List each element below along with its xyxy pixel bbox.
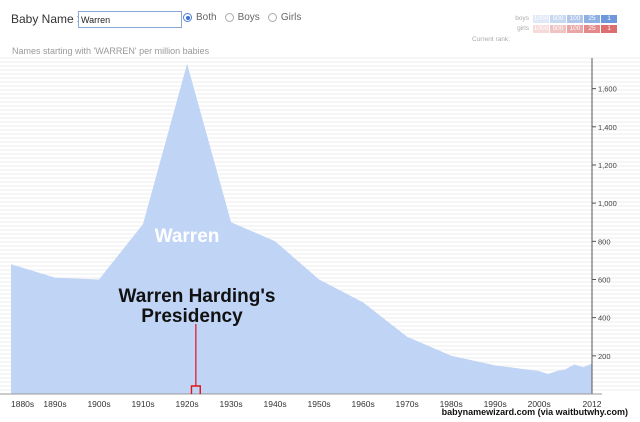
x-tick-label: 1920s [175, 399, 198, 409]
rank-cell: 25 [584, 14, 600, 23]
y-tick-label: 1,400 [598, 123, 617, 132]
gender-radio-group: Both Boys Girls [183, 12, 305, 23]
radio-boys-label[interactable]: Boys [237, 12, 260, 23]
x-tick-label: 1940s [264, 399, 287, 409]
y-tick-label: 800 [598, 237, 611, 246]
x-axis-ticks: 1880s 1890s 1900s 1910s 1920s 1930s 1940s 1950s… [11, 399, 602, 409]
x-tick-label: 1970s [396, 399, 419, 409]
x-tick-label: 1930s [219, 399, 242, 409]
x-tick-label: 1880s [11, 399, 34, 409]
event-label-line2: Presidency [141, 306, 243, 327]
y-tick-label: 200 [598, 352, 611, 361]
rank-legend: boys 1000 500 100 25 1 girls 1000 500 10… [515, 14, 617, 34]
rank-legend-girls-label: girls [517, 25, 529, 32]
x-tick-label: 1990s [484, 399, 507, 409]
rank-legend-girls: girls 1000 500 100 25 1 [515, 24, 617, 33]
rank-cell: 25 [584, 24, 600, 33]
y-tick-label: 1,200 [598, 161, 617, 170]
radio-girls[interactable] [267, 13, 277, 22]
x-tick-label: 2012 [583, 399, 602, 409]
top-bar: Baby Name > Both Boys Girls boys 1000 50… [0, 0, 640, 43]
chart-subtitle: Names starting with 'WARREN' per million… [12, 46, 210, 56]
rank-legend-boys-label: boys [515, 15, 529, 22]
rank-cell: 1000 [533, 14, 549, 23]
rank-cell: 1 [601, 24, 617, 33]
rank-cell: 500 [550, 14, 566, 23]
event-label-line1: Warren Harding's [119, 286, 276, 307]
radio-both[interactable] [183, 13, 192, 22]
series-label-warren: Warren [155, 226, 220, 247]
baby-name-label: Baby Name > [11, 12, 85, 26]
x-tick-label: 1890s [43, 399, 66, 409]
warren-area-series[interactable] [11, 63, 592, 395]
event-marker [190, 324, 201, 394]
radio-both-label[interactable]: Both [196, 12, 217, 23]
rank-legend-boys: boys 1000 500 100 25 1 [515, 14, 617, 23]
y-tick-label: 1,000 [598, 199, 617, 208]
rank-cell: 100 [567, 14, 583, 23]
y-tick-label: 600 [598, 275, 611, 284]
radio-girls-label[interactable]: Girls [280, 12, 302, 23]
rank-cell: 1000 [533, 24, 549, 33]
x-tick-label: 1900s [87, 399, 110, 409]
x-tick-label: 1950s [308, 399, 331, 409]
rank-cell: 1 [601, 14, 617, 23]
x-tick-label: 2000s [528, 399, 551, 409]
y-tick-label: 400 [598, 314, 611, 323]
baby-name-search-input[interactable] [78, 11, 182, 28]
footer-credit: babynamewizard.com (via waitbutwhy.com) [441, 407, 628, 417]
y-tick-label: 1,600 [598, 85, 617, 94]
rank-cell: 100 [567, 24, 583, 33]
current-rank-label: Current rank: [472, 36, 510, 43]
x-tick-label: 1960s [352, 399, 375, 409]
rank-cell: 500 [550, 24, 566, 33]
y-axis-ticks: 200 400 600 800 1,000 1,200 1,400 1,600 [592, 85, 617, 361]
radio-boys[interactable] [224, 13, 234, 22]
event-marker-bracket [190, 385, 201, 394]
x-tick-label: 1980s [440, 399, 463, 409]
x-tick-label: 1910s [131, 399, 154, 409]
